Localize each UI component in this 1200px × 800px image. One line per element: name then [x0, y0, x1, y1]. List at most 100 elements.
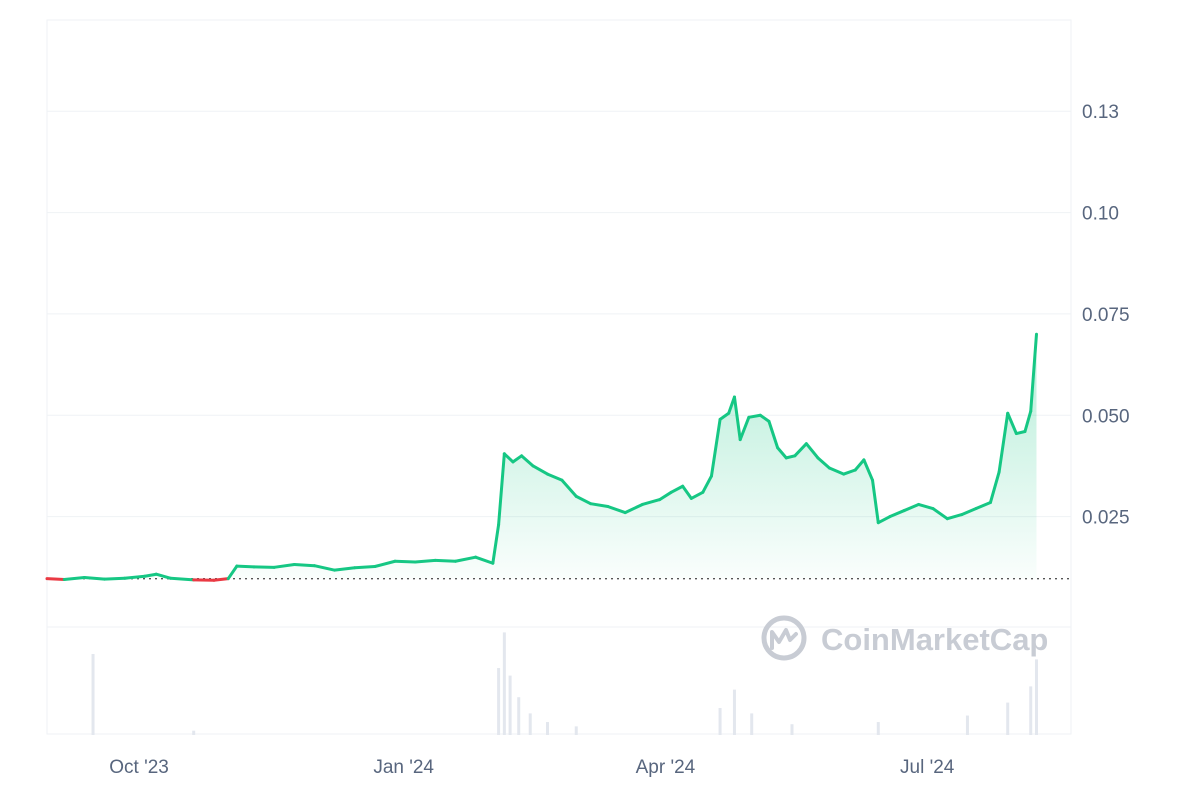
- price-segment: [669, 484, 685, 494]
- y-tick-label: 0.13: [1082, 102, 1119, 123]
- price-segment: [545, 472, 564, 482]
- volume-bar: [750, 713, 754, 735]
- price-segment: [497, 452, 506, 527]
- price-segment: [681, 484, 693, 500]
- price-segment: [606, 505, 627, 515]
- price-segment: [876, 515, 892, 525]
- price-segment: [1029, 332, 1038, 413]
- price-segment: [62, 575, 86, 581]
- y-tick-label: 0.075: [1082, 305, 1130, 326]
- y-tick-label: 0.10: [1082, 204, 1119, 225]
- price-segment: [945, 513, 964, 521]
- price-area: [47, 334, 1037, 581]
- price-segment: [574, 494, 593, 506]
- price-segment: [862, 458, 875, 482]
- price-segment: [776, 446, 788, 460]
- price-area-fill: [47, 334, 1037, 581]
- volume-bar: [790, 724, 794, 735]
- volume-bar: [528, 713, 532, 735]
- price-segment: [433, 558, 457, 563]
- price-segment: [272, 562, 296, 569]
- volume-bar: [1029, 686, 1033, 735]
- price-segment: [235, 564, 256, 569]
- price-segment: [1023, 409, 1033, 434]
- price-segment: [718, 411, 731, 421]
- price-segment: [917, 502, 935, 511]
- price-segment: [413, 558, 437, 564]
- volume-bar: [545, 722, 549, 735]
- price-segment: [491, 523, 501, 565]
- price-segment: [589, 502, 610, 509]
- price-segment: [640, 498, 662, 506]
- price-segment: [474, 555, 495, 565]
- price-segment: [853, 458, 866, 472]
- price-segment: [767, 419, 780, 450]
- price-segment: [988, 470, 1001, 504]
- price-segment: [154, 572, 173, 580]
- price-segment: [709, 417, 722, 478]
- volume-bar: [91, 654, 95, 735]
- price-segment: [793, 442, 808, 458]
- price-segment: [143, 572, 158, 578]
- volume-bar: [502, 632, 506, 735]
- volume-bar: [1034, 659, 1038, 735]
- price-segment: [738, 415, 751, 442]
- volume-bar: [517, 697, 521, 735]
- price-segment: [123, 574, 147, 580]
- price-segment: [997, 411, 1010, 474]
- price-segment: [373, 559, 397, 569]
- volume-bar: [192, 730, 196, 735]
- price-segment: [292, 562, 317, 568]
- y-tick-label: 0.025: [1082, 508, 1130, 529]
- price-segment: [931, 507, 949, 521]
- price-segment: [701, 474, 713, 494]
- price-segment: [960, 507, 978, 517]
- price-segment: [82, 575, 107, 581]
- price-segment: [816, 456, 831, 470]
- price-segment: [103, 576, 127, 581]
- price-segment: [502, 452, 515, 464]
- price-segment: [747, 413, 762, 419]
- price-segment: [520, 454, 535, 468]
- price-segment: [871, 478, 880, 525]
- watermark: CoinMarketCap: [761, 615, 1048, 661]
- price-segment: [1006, 411, 1018, 436]
- price-segment: [689, 490, 705, 500]
- y-tick-label: 0.050: [1082, 406, 1130, 427]
- x-tick-label: Jul '24: [900, 757, 955, 778]
- watermark-text: CoinMarketCap: [821, 622, 1048, 657]
- price-segment: [827, 466, 846, 476]
- price-segment: [511, 454, 524, 464]
- volume-bar: [718, 708, 722, 735]
- price-segment: [169, 576, 196, 582]
- price-segment: [758, 413, 771, 423]
- volume-bar: [497, 668, 501, 735]
- volume-bar: [876, 722, 880, 735]
- volume-bar: [732, 689, 736, 735]
- price-segment: [888, 509, 906, 519]
- price-segment: [560, 478, 578, 498]
- price-segment: [623, 502, 644, 515]
- x-axis: Oct '23 Jan '24 Apr '24 Jul '24: [109, 757, 955, 778]
- volume-bar: [1006, 702, 1010, 735]
- price-segment: [333, 566, 357, 572]
- coinmarketcap-logo-icon: [761, 615, 807, 661]
- price-segment: [842, 468, 857, 476]
- price-line: [45, 332, 1038, 582]
- volume-bars: [91, 632, 1038, 735]
- price-segment: [353, 565, 377, 570]
- price-segment: [732, 395, 742, 442]
- x-tick-label: Apr '24: [636, 757, 696, 778]
- price-segment: [313, 564, 337, 572]
- volume-bar: [508, 675, 512, 735]
- volume-bar: [574, 726, 578, 735]
- price-segment: [658, 490, 673, 502]
- price-segment: [212, 577, 230, 582]
- volume-bar: [965, 715, 969, 735]
- price-segment: [902, 502, 921, 513]
- price-segment: [45, 577, 66, 581]
- price-segment: [453, 555, 478, 563]
- y-axis: 0.025 0.050 0.075 0.10 0.13: [1082, 102, 1130, 528]
- price-segment: [804, 442, 820, 460]
